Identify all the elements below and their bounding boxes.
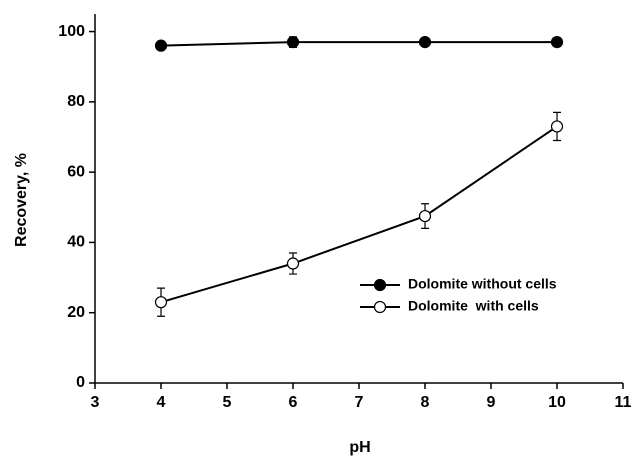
legend-label: Dolomite with cells — [408, 298, 539, 314]
x-tick-label: 11 — [615, 394, 632, 411]
marker — [418, 36, 432, 49]
x-tick-label: 10 — [548, 394, 566, 411]
marker — [154, 296, 168, 309]
x-tick-label: 7 — [355, 394, 364, 411]
marker — [286, 257, 300, 270]
y-tick-label: 40 — [67, 234, 85, 251]
x-axis-label: pH — [349, 439, 370, 456]
series-line — [160, 125, 558, 304]
marker — [154, 39, 168, 52]
y-tick-label: 100 — [58, 23, 85, 40]
legend-marker — [373, 300, 387, 314]
x-tick-label: 3 — [91, 394, 100, 411]
y-tick-label: 20 — [67, 304, 85, 321]
x-tick-label: 6 — [289, 394, 298, 411]
y-axis-label: Recovery, % — [13, 153, 30, 247]
legend-label: Dolomite without cells — [408, 276, 557, 292]
marker — [550, 36, 564, 49]
marker — [286, 36, 300, 49]
y-tick-label: 80 — [67, 93, 85, 110]
marker — [418, 209, 432, 223]
series-line — [160, 41, 557, 47]
marker — [550, 120, 564, 133]
legend-marker — [373, 278, 387, 292]
x-tick-label: 8 — [421, 394, 430, 411]
y-tick-label: 0 — [76, 374, 85, 391]
x-tick-label: 5 — [223, 394, 232, 411]
y-tick-label: 60 — [67, 163, 85, 180]
x-tick-label: 9 — [487, 394, 496, 411]
x-tick-label: 4 — [157, 394, 166, 411]
